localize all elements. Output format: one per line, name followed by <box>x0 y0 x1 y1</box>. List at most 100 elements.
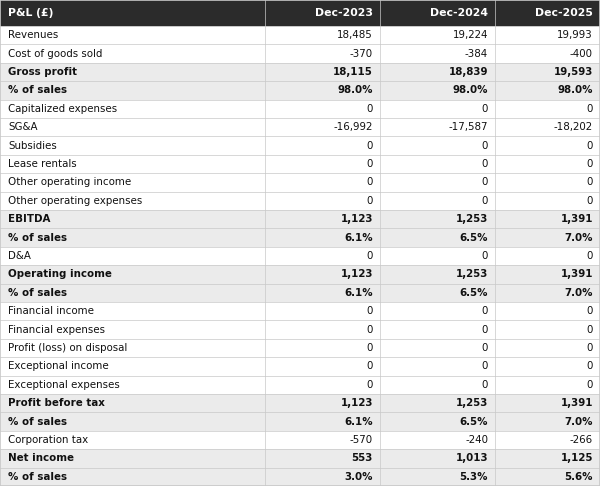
Text: 1,123: 1,123 <box>341 214 373 224</box>
Text: 6.1%: 6.1% <box>344 233 373 243</box>
Text: 6.5%: 6.5% <box>460 417 488 427</box>
Text: 0: 0 <box>587 251 593 261</box>
Text: -17,587: -17,587 <box>449 122 488 132</box>
Bar <box>0 0 600 26</box>
Bar <box>0 228 600 247</box>
Text: 1,391: 1,391 <box>560 269 593 279</box>
Text: 0: 0 <box>367 140 373 151</box>
Text: 0: 0 <box>482 251 488 261</box>
Text: Dec-2025: Dec-2025 <box>535 8 593 18</box>
Text: 0: 0 <box>367 362 373 371</box>
Text: Other operating income: Other operating income <box>8 177 131 188</box>
Bar <box>0 449 600 468</box>
Bar <box>0 210 600 228</box>
Text: 18,839: 18,839 <box>449 67 488 77</box>
Text: 18,485: 18,485 <box>337 30 373 40</box>
Text: 7.0%: 7.0% <box>565 288 593 298</box>
Text: -240: -240 <box>465 435 488 445</box>
Text: 1,123: 1,123 <box>341 398 373 408</box>
Text: 1,253: 1,253 <box>455 398 488 408</box>
Bar <box>0 63 600 81</box>
Text: SG&A: SG&A <box>8 122 37 132</box>
Text: 19,224: 19,224 <box>452 30 488 40</box>
Text: 19,593: 19,593 <box>554 67 593 77</box>
Text: -570: -570 <box>350 435 373 445</box>
Text: Operating income: Operating income <box>8 269 112 279</box>
Text: 0: 0 <box>482 325 488 334</box>
Text: Financial income: Financial income <box>8 306 94 316</box>
Text: 0: 0 <box>587 159 593 169</box>
Text: 1,013: 1,013 <box>455 453 488 463</box>
Text: Gross profit: Gross profit <box>8 67 77 77</box>
Text: D&A: D&A <box>8 251 31 261</box>
Text: Financial expenses: Financial expenses <box>8 325 105 334</box>
Text: 0: 0 <box>367 325 373 334</box>
Text: 0: 0 <box>587 104 593 114</box>
Text: % of sales: % of sales <box>8 417 67 427</box>
Text: 6.1%: 6.1% <box>344 417 373 427</box>
Text: 0: 0 <box>367 104 373 114</box>
Text: EBITDA: EBITDA <box>8 214 50 224</box>
Text: Exceptional income: Exceptional income <box>8 362 109 371</box>
Text: Capitalized expenses: Capitalized expenses <box>8 104 117 114</box>
Bar <box>0 413 600 431</box>
Text: 0: 0 <box>482 362 488 371</box>
Text: 0: 0 <box>367 159 373 169</box>
Text: 0: 0 <box>587 362 593 371</box>
Bar <box>0 265 600 284</box>
Text: 98.0%: 98.0% <box>337 86 373 95</box>
Text: Subsidies: Subsidies <box>8 140 57 151</box>
Text: -384: -384 <box>465 49 488 59</box>
Text: 0: 0 <box>587 325 593 334</box>
Text: 1,125: 1,125 <box>560 453 593 463</box>
Text: -400: -400 <box>570 49 593 59</box>
Text: 6.1%: 6.1% <box>344 288 373 298</box>
Text: 553: 553 <box>352 453 373 463</box>
Text: 1,253: 1,253 <box>455 269 488 279</box>
Text: % of sales: % of sales <box>8 288 67 298</box>
Text: 0: 0 <box>367 343 373 353</box>
Text: Net income: Net income <box>8 453 74 463</box>
Text: 1,391: 1,391 <box>560 398 593 408</box>
Text: -16,992: -16,992 <box>334 122 373 132</box>
Text: -266: -266 <box>570 435 593 445</box>
Text: 5.6%: 5.6% <box>565 472 593 482</box>
Text: 0: 0 <box>482 177 488 188</box>
Text: Lease rentals: Lease rentals <box>8 159 77 169</box>
Text: 7.0%: 7.0% <box>565 233 593 243</box>
Text: 98.0%: 98.0% <box>557 86 593 95</box>
Text: 7.0%: 7.0% <box>565 417 593 427</box>
Bar <box>0 468 600 486</box>
Text: 0: 0 <box>482 196 488 206</box>
Text: 0: 0 <box>587 177 593 188</box>
Text: 6.5%: 6.5% <box>460 233 488 243</box>
Text: Profit (loss) on disposal: Profit (loss) on disposal <box>8 343 127 353</box>
Text: 0: 0 <box>587 196 593 206</box>
Text: Cost of goods sold: Cost of goods sold <box>8 49 103 59</box>
Text: 3.0%: 3.0% <box>344 472 373 482</box>
Text: Dec-2024: Dec-2024 <box>430 8 488 18</box>
Text: 0: 0 <box>587 343 593 353</box>
Text: 0: 0 <box>482 104 488 114</box>
Text: Corporation tax: Corporation tax <box>8 435 88 445</box>
Bar <box>0 284 600 302</box>
Text: 18,115: 18,115 <box>333 67 373 77</box>
Text: 0: 0 <box>367 251 373 261</box>
Text: 0: 0 <box>367 306 373 316</box>
Text: 0: 0 <box>587 380 593 390</box>
Text: 1,123: 1,123 <box>341 269 373 279</box>
Text: Exceptional expenses: Exceptional expenses <box>8 380 120 390</box>
Text: 0: 0 <box>587 140 593 151</box>
Text: 19,993: 19,993 <box>557 30 593 40</box>
Text: 0: 0 <box>367 196 373 206</box>
Text: 0: 0 <box>367 177 373 188</box>
Text: 1,253: 1,253 <box>455 214 488 224</box>
Text: 0: 0 <box>482 380 488 390</box>
Text: P&L (£): P&L (£) <box>8 8 53 18</box>
Text: 5.3%: 5.3% <box>460 472 488 482</box>
Text: 0: 0 <box>482 140 488 151</box>
Text: 0: 0 <box>482 343 488 353</box>
Text: % of sales: % of sales <box>8 86 67 95</box>
Text: 0: 0 <box>587 306 593 316</box>
Text: % of sales: % of sales <box>8 233 67 243</box>
